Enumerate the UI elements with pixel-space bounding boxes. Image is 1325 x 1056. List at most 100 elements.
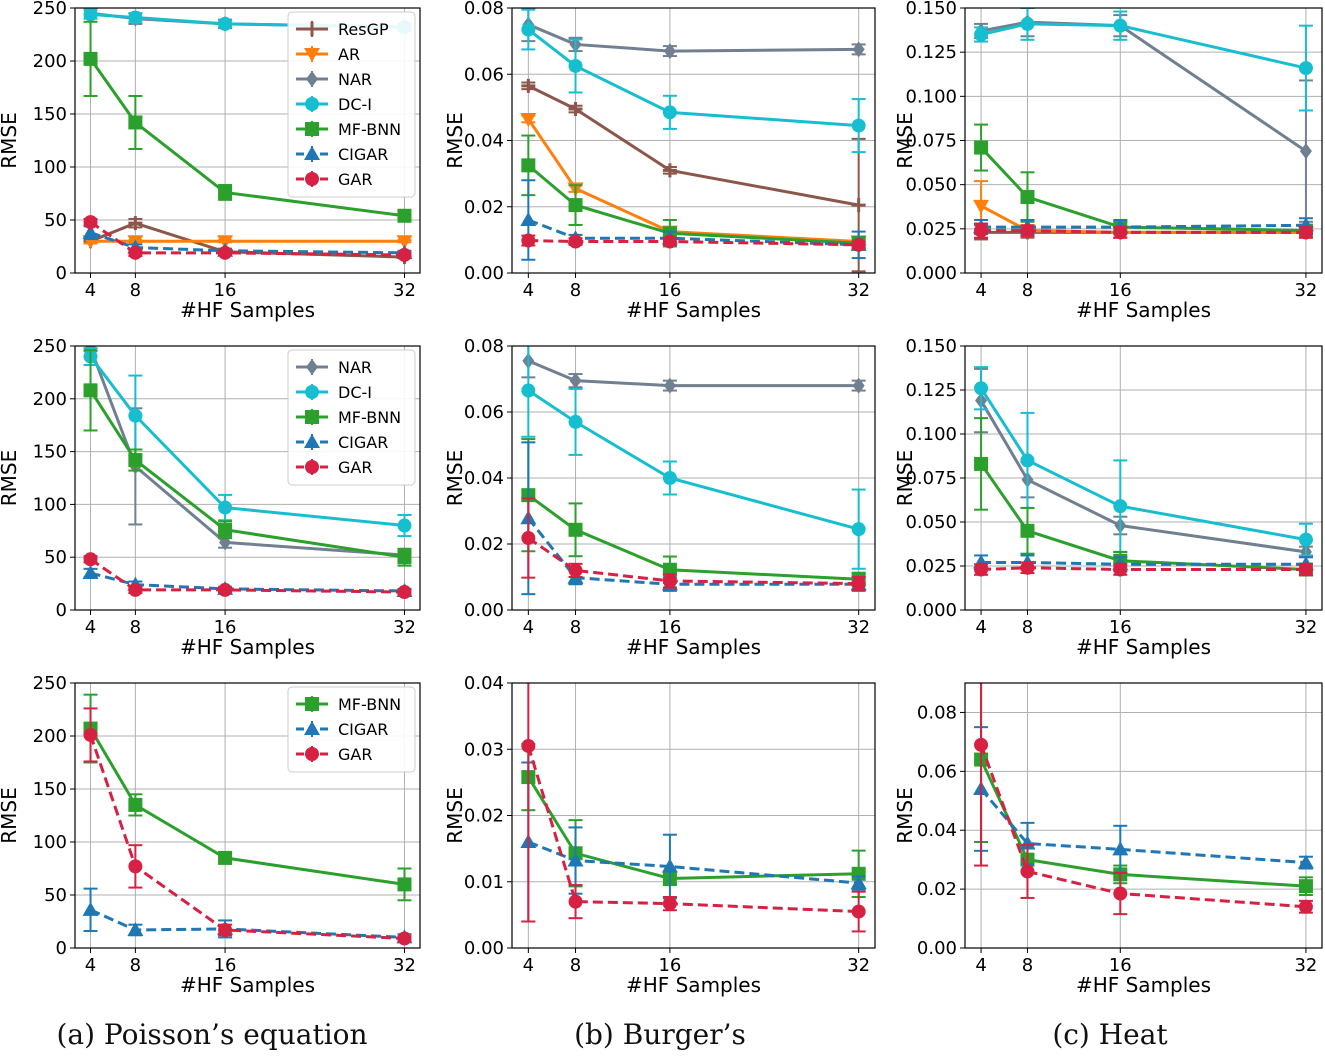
data-point (83, 383, 98, 398)
data-point (128, 10, 143, 25)
y-tick-label: 50 (44, 885, 67, 906)
data-point (568, 894, 583, 909)
series-line (979, 146, 1306, 233)
series-line (980, 20, 1307, 153)
y-tick-label: 0.02 (464, 534, 504, 555)
data-point (128, 582, 143, 597)
x-axis-label: #HF Samples (1076, 298, 1211, 322)
data-point (1297, 854, 1314, 869)
data-point (83, 215, 98, 230)
axes-frame (74, 7, 421, 274)
x-tick-label: 8 (1022, 617, 1033, 638)
series-line (979, 399, 1307, 554)
series-line (89, 58, 405, 218)
series-mf-bnn (83, 349, 412, 567)
data-point (1020, 453, 1035, 468)
y-tick-label: 250 (33, 0, 67, 19)
legend-box (287, 349, 416, 486)
series-gar (83, 215, 412, 262)
data-point (974, 27, 989, 42)
x-tick-label: 16 (658, 955, 681, 976)
series-line (89, 347, 405, 557)
chart-h1: 4 8 16 32 0.000 0.025 0.050 0.075 0.100 0.125 0.15… (893, 0, 1323, 322)
x-tick-label: 16 (214, 955, 237, 976)
x-tick-label: 32 (847, 955, 870, 976)
data-point (520, 112, 537, 127)
data-point (397, 550, 412, 565)
y-tick-label: 100 (33, 832, 67, 853)
data-point (82, 224, 99, 239)
x-tick-label: 16 (1109, 280, 1132, 301)
y-tick-label: 0 (56, 600, 67, 621)
y-tick-label: 200 (33, 389, 67, 410)
chart-h2: 4 8 16 32 0.000 0.025 0.050 0.075 0.100 0.125 0.15… (893, 336, 1323, 659)
y-tick-label: 0.000 (905, 263, 957, 284)
y-tick-label: 0.125 (905, 380, 957, 401)
chart-p3: 4 8 16 32 0 50 100 150 200 250 #HF Samples RMSE MF-B… (0, 673, 421, 997)
plot-area (82, 346, 413, 600)
y-tick-label: 150 (33, 442, 67, 463)
series-gar (83, 707, 412, 946)
data-point (128, 408, 143, 423)
x-tick-label: 16 (214, 617, 237, 638)
series-line (527, 118, 859, 244)
data-point (1113, 499, 1128, 514)
data-point (568, 198, 583, 213)
plot-area (82, 693, 413, 946)
data-point (1020, 190, 1035, 205)
data-point (218, 850, 233, 865)
data-point (397, 208, 412, 223)
x-tick-label: 32 (847, 617, 870, 638)
legend-marker (305, 385, 319, 399)
x-axis-label: #HF Samples (180, 635, 315, 659)
data-point (662, 896, 677, 911)
legend-label: GAR (338, 458, 372, 477)
data-point (663, 43, 676, 60)
x-axis-label: #HF Samples (1076, 635, 1211, 659)
y-tick-label: 250 (33, 336, 67, 357)
x-tick-label: 32 (1294, 955, 1317, 976)
series-line (527, 28, 859, 128)
data-point (218, 922, 233, 937)
data-point (1113, 225, 1128, 240)
x-tick-label: 8 (570, 617, 581, 638)
data-point (520, 212, 537, 226)
data-point (974, 381, 989, 396)
series-ar (520, 112, 867, 250)
legend-marker (305, 97, 319, 111)
series-line (89, 355, 405, 528)
data-point (397, 585, 412, 600)
x-tick-label: 4 (975, 280, 986, 301)
y-axis-label: RMSE (893, 787, 917, 843)
y-axis-label: RMSE (443, 450, 467, 506)
legend-label: CIGAR (338, 720, 388, 739)
chart-p1: 4 8 16 32 0 50 100 150 200 250 #HF Samples RMSE ResG… (0, 0, 421, 322)
legend-marker (304, 48, 320, 62)
legend-marker (305, 172, 319, 186)
data-point (128, 216, 143, 231)
series-line (527, 840, 859, 885)
data-point (662, 105, 677, 120)
y-tick-label: 0.075 (905, 131, 957, 152)
x-tick-label: 16 (658, 280, 681, 301)
y-axis-label: RMSE (893, 450, 917, 506)
y-tick-label: 200 (33, 726, 67, 747)
y-tick-label: 0.06 (464, 64, 504, 85)
x-tick-label: 32 (393, 280, 416, 301)
data-point (1020, 560, 1035, 575)
data-point (974, 140, 989, 155)
legend: NAR DC-I MF-BNN CIGAR GAR (287, 349, 416, 486)
series-line (527, 359, 859, 388)
data-point (521, 22, 536, 37)
x-tick-label: 8 (1022, 280, 1033, 301)
data-point (851, 118, 866, 133)
y-tick-label: 0.00 (464, 938, 504, 959)
legend-label: MF-BNN (338, 408, 401, 427)
chart-p2: 4 8 16 32 0 50 100 150 200 250 #HF Samples RMSE NAR D… (0, 336, 421, 659)
data-point (662, 562, 677, 577)
y-axis-label: RMSE (893, 112, 917, 168)
series-nar (521, 8, 866, 60)
legend: MF-BNN CIGAR GAR (287, 686, 416, 773)
y-tick-label: 0.01 (464, 872, 504, 893)
data-point (851, 198, 866, 213)
